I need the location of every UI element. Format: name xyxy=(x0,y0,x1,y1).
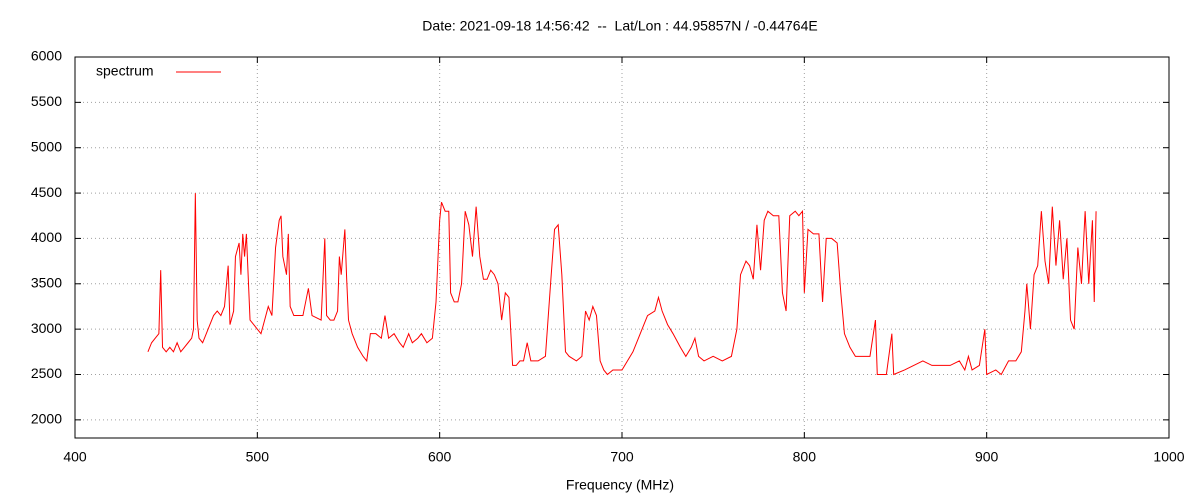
y-tick-label: 2000 xyxy=(31,411,62,427)
legend-label: spectrum xyxy=(96,63,154,79)
x-tick-label: 900 xyxy=(975,449,999,465)
y-tick-label: 3500 xyxy=(31,274,62,290)
x-tick-label: 1000 xyxy=(1153,449,1184,465)
chart-title: Date: 2021-09-18 14:56:42 -- Lat/Lon : 4… xyxy=(422,18,817,34)
y-tick-label: 6000 xyxy=(31,48,62,64)
x-tick-label: 700 xyxy=(610,449,634,465)
x-tick-label: 500 xyxy=(246,449,270,465)
x-axis-label: Frequency (MHz) xyxy=(566,477,674,493)
y-tick-label: 4500 xyxy=(31,184,62,200)
x-tick-label: 600 xyxy=(428,449,452,465)
y-tick-label: 3000 xyxy=(31,320,62,336)
plot-border xyxy=(74,56,1170,439)
y-tick-label: 2500 xyxy=(31,365,62,381)
x-tick-label: 800 xyxy=(793,449,817,465)
x-tick-label: 400 xyxy=(63,449,87,465)
y-tick-label: 4000 xyxy=(31,229,62,245)
y-tick-label: 5000 xyxy=(31,138,62,154)
y-tick-label: 5500 xyxy=(31,93,62,109)
data-line xyxy=(147,193,1097,376)
